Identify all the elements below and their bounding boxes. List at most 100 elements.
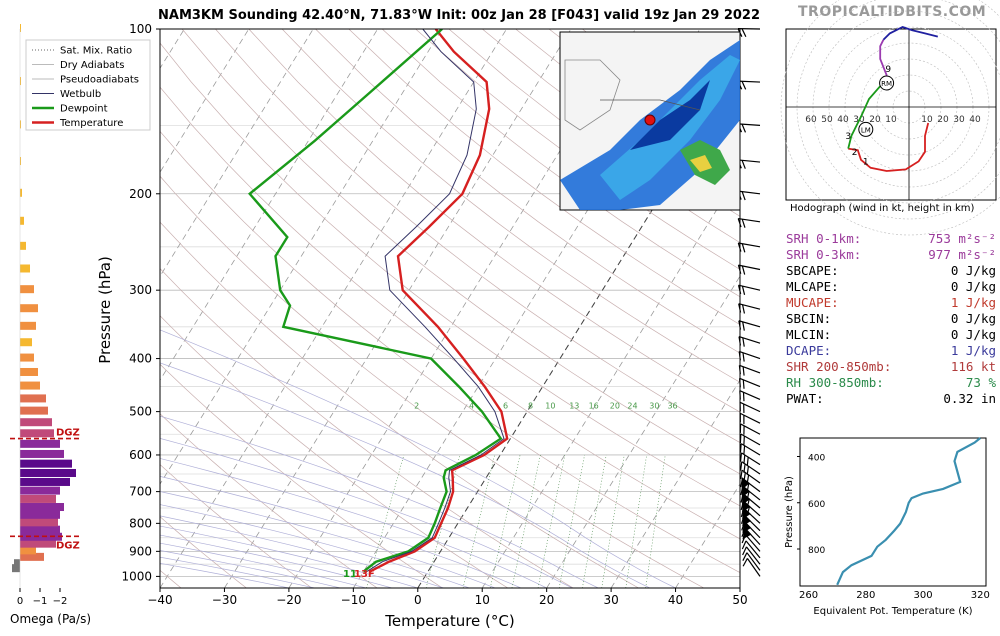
omega-bar (20, 486, 60, 495)
hodograph-height-label: 3 (845, 132, 851, 142)
omega-bar (20, 216, 24, 225)
omega-bar (20, 304, 38, 313)
wind-barb (738, 320, 761, 331)
ytick-label: 300 (129, 283, 152, 297)
dry-adiabat (160, 413, 378, 588)
omega-bar (20, 188, 22, 197)
hodograph-ring-label: 20 (937, 115, 949, 125)
ytick-label: 1000 (121, 569, 152, 583)
parameter-row: SBCAPE: 0 J/kg (786, 263, 996, 279)
parameter-label: DCAPE: (786, 343, 832, 358)
hodograph-height-label: 9 (885, 65, 891, 75)
parameter-value: 0 J/kg (950, 327, 996, 342)
moist-adiabat (160, 556, 315, 588)
theta-e-xtick-label: 280 (856, 590, 875, 601)
xtick-label: 0 (414, 593, 422, 607)
surface-temperature-label: 13F (354, 569, 375, 580)
mixing-ratio-label: 24 (627, 402, 637, 411)
omega-bar (20, 285, 34, 294)
omega-bar (20, 338, 32, 347)
storm-motion-label: LM (861, 126, 871, 134)
wind-barb (737, 190, 761, 201)
parameter-value: 0.32 in (943, 391, 996, 406)
hodograph-caption: Hodograph (wind in kt, height in km) (790, 203, 975, 214)
parameters-table: SRH 0-1km: 753 m²s⁻² SRH 0-3km: 977 m²s⁻² SB… (786, 231, 996, 407)
xtick-label: 40 (668, 593, 683, 607)
omega-bar (20, 353, 34, 362)
parameter-value: 73 % (965, 375, 996, 390)
dry-adiabat (160, 315, 509, 588)
mixing-ratio-line (366, 454, 405, 588)
moist-adiabat (160, 534, 393, 588)
omega-bar (20, 459, 72, 468)
omega-bar (20, 503, 64, 512)
parameter-label: SBCIN: (786, 311, 832, 326)
moist-adiabat (160, 329, 676, 588)
mixing-ratio-line (601, 454, 625, 588)
mixing-ratio-label: 6 (503, 402, 508, 411)
parameter-value: 753 m²s⁻² (928, 231, 996, 246)
wind-barb (742, 558, 761, 577)
wind-barb (741, 540, 761, 559)
moist-adiabat (160, 563, 289, 588)
wind-barb (740, 469, 761, 484)
parameter-label: SBCAPE: (786, 263, 839, 278)
parameter-row: PWAT: 0.32 in (786, 391, 996, 407)
mixing-ratio-label: 10 (545, 402, 555, 411)
hodograph-ring-label: 60 (805, 115, 817, 125)
skewt-xlabel: Temperature (°C) (384, 612, 514, 630)
ytick-label: 100 (129, 22, 152, 36)
parameter-label: MLCIN: (786, 327, 832, 342)
omega-bar (20, 24, 21, 32)
moist-adiabat (160, 362, 650, 588)
hodograph-ring-label: 40 (969, 115, 981, 125)
storm-motion-label: RM (881, 80, 892, 88)
mixing-ratio-line (625, 454, 647, 588)
dry-adiabat (348, 29, 740, 326)
theta-e-xlabel: Equivalent Pot. Temperature (K) (813, 606, 972, 617)
omega-bar (20, 439, 60, 448)
omega-bar (20, 518, 58, 527)
dry-adiabat (160, 86, 740, 540)
isotherm (160, 29, 507, 588)
xtick-label: 10 (475, 593, 490, 607)
parameter-row: SHR 200-850mb: 116 kt (786, 359, 996, 375)
mixing-ratio-label: 2 (414, 402, 419, 411)
parameter-label: PWAT: (786, 391, 824, 406)
xtick-label: 30 (603, 593, 618, 607)
omega-bar (12, 564, 20, 573)
omega-bar (20, 77, 21, 86)
omega-bar (20, 406, 48, 415)
moist-adiabat (160, 550, 341, 588)
parameter-row: RH 300-850mb: 73 % (786, 375, 996, 391)
legend-label: Pseudoadiabats (60, 75, 139, 86)
omega-bar (20, 532, 62, 541)
omega-tick-label: −1 (33, 596, 48, 607)
parameter-value: 1 J/kg (950, 295, 996, 310)
omega-bar (20, 120, 21, 129)
mixing-ratio-line (511, 454, 541, 588)
wind-barb (740, 461, 761, 476)
omega-bar (20, 264, 30, 273)
legend-label: Dry Adiabats (60, 60, 124, 71)
wind-barb (738, 336, 761, 347)
omega-bar (20, 494, 56, 503)
profile-temperature (369, 29, 509, 573)
mixing-ratio-label: 36 (667, 402, 677, 411)
hodograph-ring-label: 50 (821, 115, 833, 125)
moist-adiabat (160, 542, 367, 588)
moist-adiabat (160, 525, 418, 588)
omega-bar (20, 418, 52, 427)
dry-adiabat (160, 268, 574, 588)
moist-adiabat (160, 458, 547, 588)
dry-adiabat (160, 516, 247, 588)
theta-e-ylabel: Pressure (hPa) (784, 476, 795, 548)
dry-adiabat (248, 29, 740, 413)
dry-adiabat (160, 130, 740, 573)
dry-adiabat (381, 29, 740, 298)
parameter-row: MLCIN: 0 J/kg (786, 327, 996, 343)
omega-bar (20, 381, 40, 390)
legend-label: Sat. Mix. Ratio (60, 46, 132, 57)
moist-adiabat (0, 290, 573, 588)
